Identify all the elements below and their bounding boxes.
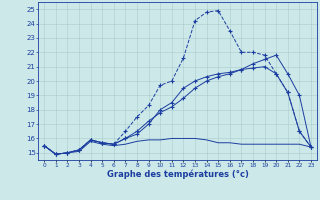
- X-axis label: Graphe des températures (°c): Graphe des températures (°c): [107, 169, 249, 179]
